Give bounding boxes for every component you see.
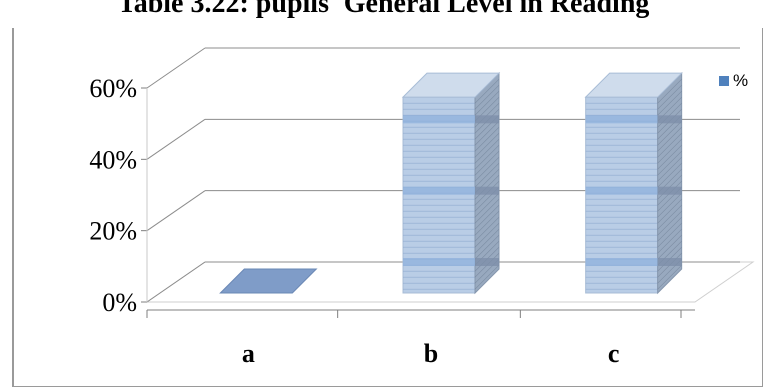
bar-side-band (475, 186, 499, 195)
bar-side-hatch (474, 150, 500, 176)
y-tick-label: 20% (89, 217, 137, 246)
bar-side-hatch (657, 156, 682, 182)
bar-side-band (475, 258, 499, 266)
y-tick-label: 40% (89, 145, 137, 174)
legend-swatch (719, 76, 729, 86)
bar-side-hatch (474, 204, 500, 230)
x-tick-label-a: a (242, 339, 255, 368)
bar-side-hatch (474, 120, 500, 146)
bar-side-hatch (657, 192, 682, 218)
bar-side-band (475, 115, 499, 124)
bar-side-hatch (474, 84, 500, 110)
bar-side-hatch (657, 162, 682, 188)
x-tick-label-c: c (608, 339, 620, 368)
bar-side-hatch (657, 120, 682, 146)
bar-side-hatch (657, 132, 682, 158)
bar-side-hatch (657, 90, 682, 116)
bar-side-hatch (474, 126, 500, 152)
chart-title: Table 3.22: pupils' General Level in Rea… (117, 0, 650, 19)
bar-band (585, 186, 658, 195)
bar-side-hatch (474, 132, 500, 158)
legend-label: % (733, 71, 748, 90)
bar-side-hatch (474, 138, 500, 164)
bar-side-hatch (657, 234, 682, 260)
bar-side-hatch (474, 156, 500, 182)
bar-side-hatch (474, 144, 500, 170)
bar-side-hatch (474, 264, 500, 290)
bar-side-hatch (474, 90, 500, 116)
bar-top-b (401, 72, 501, 98)
gridline-side (146, 190, 206, 232)
chart-frame (12, 28, 763, 387)
bar-side-band (657, 258, 682, 266)
gridline-side (146, 118, 206, 160)
bar-side-hatch (474, 210, 500, 236)
bar-side-hatch (657, 84, 682, 110)
bar-side-hatch (657, 264, 682, 290)
bar-top-c (584, 72, 683, 98)
bar-band (585, 258, 658, 266)
bar-side-hatch (474, 222, 500, 248)
y-tick-label: 0% (102, 288, 137, 317)
bar-side-hatch (657, 150, 682, 176)
bar-side-hatch (657, 222, 682, 248)
bar-side-hatch (657, 228, 682, 254)
bar-side-hatch (474, 216, 500, 242)
bar-side-band (657, 115, 682, 124)
bar-side-hatch (474, 192, 500, 218)
bar-a (219, 268, 318, 294)
bar-side-hatch (474, 78, 500, 104)
bar-side-hatch (657, 78, 682, 104)
bar-side-hatch (657, 210, 682, 236)
gridline-side (146, 47, 206, 89)
bar-side-hatch (474, 162, 500, 188)
bar-band (585, 115, 658, 124)
bar-side-hatch (657, 204, 682, 230)
bar-side-hatch (657, 216, 682, 242)
bar-side-hatch (657, 198, 682, 224)
bar-side-hatch (474, 234, 500, 260)
y-tick-label: 60% (89, 74, 137, 103)
bar-side-hatch (474, 198, 500, 224)
bar-side-hatch (657, 138, 682, 164)
bar-band (403, 186, 475, 195)
bar-side-band (657, 186, 682, 195)
bar-band (403, 115, 475, 124)
bar-side-hatch (474, 228, 500, 254)
bar-side-hatch (657, 126, 682, 152)
bar-band (403, 258, 475, 266)
bar-side-hatch (657, 144, 682, 170)
x-tick-label-b: b (424, 339, 438, 368)
gridline-side (146, 261, 206, 303)
